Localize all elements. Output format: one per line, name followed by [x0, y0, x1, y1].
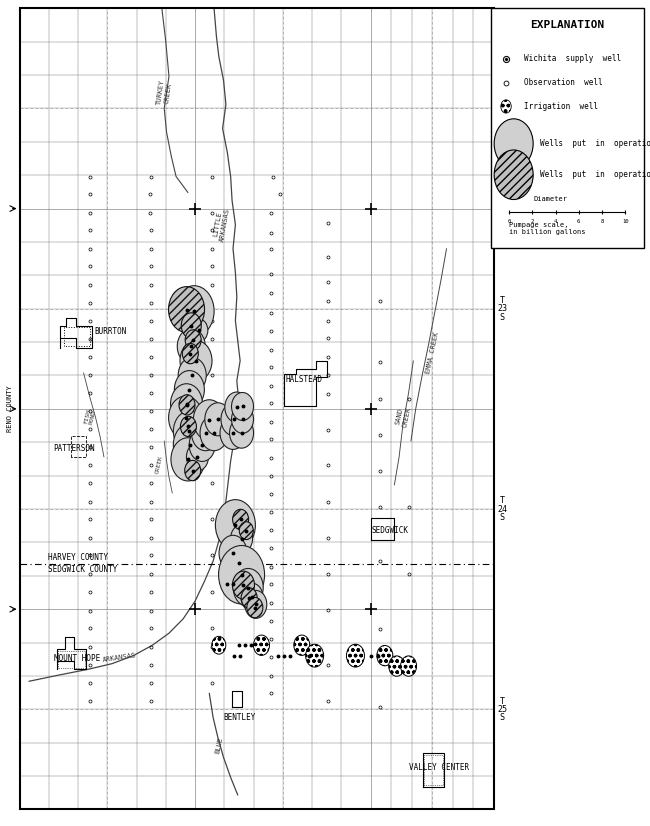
Circle shape: [187, 443, 209, 471]
Text: PATTERSON: PATTERSON: [54, 444, 96, 453]
Text: BURRTON: BURRTON: [94, 327, 127, 336]
Circle shape: [178, 358, 206, 393]
Circle shape: [231, 406, 254, 434]
Text: HALSTEAD: HALSTEAD: [285, 375, 322, 384]
Text: RENO COUNTY: RENO COUNTY: [6, 386, 13, 432]
Text: MOUNT HOPE: MOUNT HOPE: [54, 654, 100, 663]
Circle shape: [177, 329, 205, 364]
Circle shape: [306, 644, 324, 667]
Text: EMMA CREEK: EMMA CREEK: [425, 331, 439, 374]
Circle shape: [179, 395, 195, 415]
Text: 0: 0: [508, 219, 511, 224]
Circle shape: [389, 656, 405, 676]
Text: BLUE: BLUE: [214, 737, 224, 754]
Bar: [491, 8, 644, 248]
Circle shape: [185, 460, 201, 481]
Circle shape: [225, 392, 249, 423]
Text: LITTLE
ARKANSAS: LITTLE ARKANSAS: [212, 206, 231, 243]
Text: SEDGWICK COUNTY: SEDGWICK COUNTY: [48, 565, 118, 573]
Text: 4: 4: [554, 219, 557, 224]
Circle shape: [174, 286, 214, 336]
Circle shape: [294, 635, 310, 655]
Text: T
23
S: T 23 S: [497, 296, 507, 321]
Circle shape: [245, 591, 266, 619]
Text: FISH
POND: FISH POND: [83, 408, 97, 425]
Circle shape: [247, 597, 263, 618]
Circle shape: [218, 545, 265, 604]
Circle shape: [377, 645, 393, 666]
Circle shape: [500, 100, 511, 113]
Text: 8: 8: [601, 219, 604, 224]
Text: SEDGWICK: SEDGWICK: [372, 526, 409, 535]
Text: Pumpage scale,
in billion gallons: Pumpage scale, in billion gallons: [509, 222, 586, 235]
Circle shape: [181, 416, 196, 437]
Circle shape: [494, 119, 533, 169]
Circle shape: [233, 510, 248, 529]
Text: 6: 6: [577, 219, 580, 224]
Circle shape: [181, 313, 202, 339]
Text: Wells  put  in  operation  in  1949: Wells put in operation in 1949: [540, 170, 650, 179]
Text: EXPLANATION: EXPLANATION: [530, 20, 605, 30]
Circle shape: [220, 416, 246, 449]
Text: Irrigation  well: Irrigation well: [525, 102, 599, 111]
Text: Wells  put  in  operation  in  1940: Wells put in operation in 1940: [540, 139, 650, 148]
Text: SAND
CREEK: SAND CREEK: [395, 405, 411, 429]
Circle shape: [190, 319, 208, 342]
Circle shape: [174, 411, 205, 452]
Circle shape: [174, 423, 207, 467]
Circle shape: [215, 500, 255, 550]
Text: T
25
S: T 25 S: [497, 696, 507, 722]
Circle shape: [200, 415, 228, 451]
Text: ARKANSAS: ARKANSAS: [220, 392, 237, 426]
Circle shape: [219, 535, 247, 571]
Circle shape: [168, 287, 205, 332]
Text: Wichita  supply  well: Wichita supply well: [525, 54, 621, 63]
Circle shape: [241, 583, 263, 611]
Circle shape: [400, 656, 417, 676]
Circle shape: [221, 403, 247, 436]
Text: R  1  W: R 1 W: [497, 188, 538, 197]
Circle shape: [168, 396, 203, 439]
Text: 2: 2: [530, 219, 534, 224]
Bar: [20, 8, 494, 809]
Circle shape: [185, 330, 201, 350]
Circle shape: [193, 400, 226, 440]
Text: TURKEY
CREEK: TURKEY CREEK: [156, 78, 172, 106]
Circle shape: [229, 551, 248, 574]
Circle shape: [192, 415, 220, 451]
Circle shape: [254, 635, 270, 655]
Text: Diameter: Diameter: [534, 196, 567, 202]
Text: BENTLEY: BENTLEY: [224, 713, 256, 722]
Text: HARVEY COUNTY: HARVEY COUNTY: [48, 553, 108, 562]
Text: VALLEY CENTER: VALLEY CENTER: [409, 763, 469, 772]
Circle shape: [170, 384, 203, 425]
Circle shape: [174, 371, 204, 409]
Text: ARKANSAS: ARKANSAS: [102, 652, 136, 662]
Circle shape: [180, 340, 212, 381]
Text: R  2  W: R 2 W: [263, 0, 304, 2]
Circle shape: [212, 636, 226, 654]
Circle shape: [231, 392, 254, 420]
Circle shape: [346, 644, 365, 667]
Circle shape: [241, 588, 257, 608]
Circle shape: [182, 344, 198, 363]
Text: CREEK: CREEK: [155, 455, 164, 475]
Circle shape: [205, 403, 231, 436]
Circle shape: [229, 418, 254, 449]
Text: Observation  well: Observation well: [525, 78, 603, 87]
Circle shape: [494, 150, 533, 200]
Text: 10: 10: [622, 219, 629, 224]
Circle shape: [233, 571, 254, 599]
Circle shape: [171, 438, 205, 481]
Circle shape: [239, 522, 254, 539]
Circle shape: [189, 429, 215, 462]
Circle shape: [233, 568, 263, 606]
Text: T
24
S: T 24 S: [497, 496, 507, 522]
Text: T
22
S: T 22 S: [497, 96, 507, 121]
Text: R  3  W: R 3 W: [86, 0, 128, 2]
Circle shape: [231, 525, 253, 553]
